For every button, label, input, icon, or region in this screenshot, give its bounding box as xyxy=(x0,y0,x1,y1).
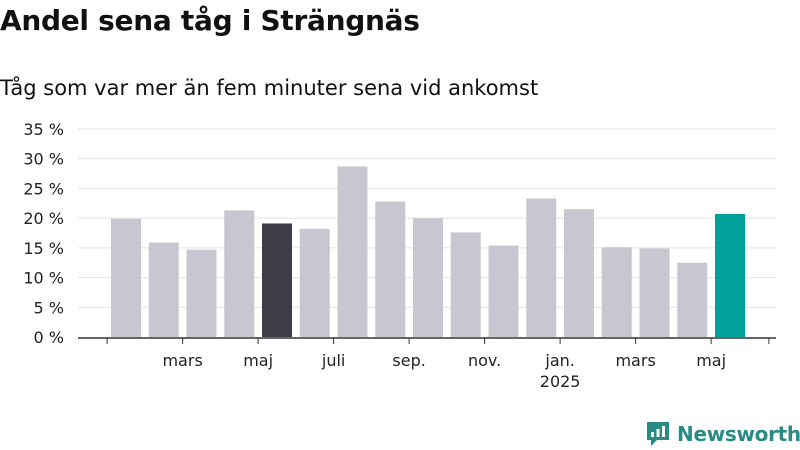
brand-logo: Newsworthy xyxy=(645,420,800,448)
bar xyxy=(148,242,179,337)
bar xyxy=(450,232,481,337)
y-tick-label: 10 % xyxy=(23,269,64,288)
bar xyxy=(677,262,708,337)
y-tick-label: 35 % xyxy=(23,120,64,139)
y-tick-label: 30 % xyxy=(23,150,64,169)
x-tick-label: juli xyxy=(321,351,345,370)
bar xyxy=(715,213,745,337)
bar xyxy=(111,218,141,337)
x-tick-label: sep. xyxy=(392,351,425,370)
bar xyxy=(186,249,217,337)
bar xyxy=(488,245,519,337)
bar xyxy=(526,198,557,337)
bar xyxy=(413,218,443,337)
x-tick-label: jan. xyxy=(544,351,574,370)
y-tick-label: 25 % xyxy=(23,179,64,198)
x-tick-label: maj xyxy=(243,351,273,370)
chart-title: Andel sena tåg i Strängnäs xyxy=(0,4,420,37)
x-tick-year-label: 2025 xyxy=(540,372,581,391)
bar xyxy=(224,210,255,337)
y-tick-label: 5 % xyxy=(34,298,64,317)
y-tick-label: 20 % xyxy=(23,209,64,228)
bar xyxy=(337,166,368,337)
x-tick-label: maj xyxy=(696,351,726,370)
x-tick-label: mars xyxy=(615,351,655,370)
y-tick-label: 0 % xyxy=(34,328,64,347)
newsworthy-logo-icon xyxy=(647,422,669,446)
bar xyxy=(262,223,292,337)
bar xyxy=(601,247,632,337)
y-tick-label: 15 % xyxy=(23,239,64,258)
x-tick-label: mars xyxy=(162,351,202,370)
bar xyxy=(639,248,670,337)
bar xyxy=(375,201,406,337)
bar xyxy=(564,209,594,337)
x-tick-label: nov. xyxy=(468,351,501,370)
chart-subtitle: Tåg som var mer än fem minuter sena vid … xyxy=(0,76,539,100)
brand-name: Newsworthy xyxy=(677,422,800,446)
bar xyxy=(299,228,330,337)
